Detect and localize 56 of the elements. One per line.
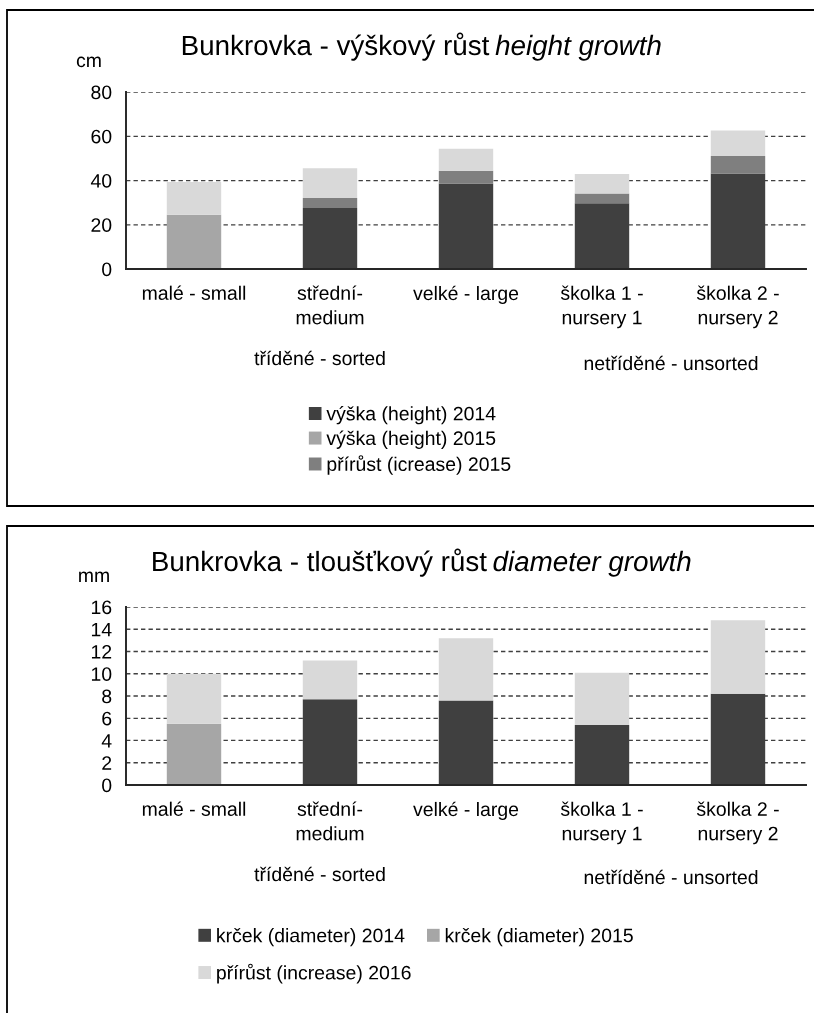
text: netříděné - unsorted xyxy=(584,355,758,371)
y-tick-label: 16 xyxy=(91,600,112,615)
bar xyxy=(710,130,766,156)
legend-label: výška (height) 2015 xyxy=(326,430,496,449)
y-tick-label: 10 xyxy=(91,667,112,681)
x-tick-label: velké - large xyxy=(413,801,519,821)
y-tick-label: 80 xyxy=(91,85,112,100)
legend-label: přírůst (icrease) 2015 xyxy=(327,455,511,475)
x-tick-label: střední- medium xyxy=(296,801,364,841)
chart-subtitle: diameter growth xyxy=(493,550,691,577)
bar xyxy=(574,672,630,725)
legend-label: krček (diameter) 2014 xyxy=(217,927,405,947)
y-tick-label: 20 xyxy=(91,218,112,232)
y-tick-label: 60 xyxy=(91,129,112,144)
y-tick-label: 40 xyxy=(90,173,112,188)
x-tick-label: malé - small xyxy=(142,285,246,300)
legend-label: přírůst (increase) 2016 xyxy=(217,963,411,984)
x-tick-label: malé - small xyxy=(142,801,246,816)
bar xyxy=(438,148,494,171)
y-tick-label: 4 xyxy=(101,734,112,748)
chart-subtitle: height growth xyxy=(495,34,661,61)
x-tick-label: školka 1 - nursery 1 xyxy=(560,801,643,845)
y-axis-title: cm xyxy=(76,56,101,68)
x-tick-label: školka 2 - nursery 2 xyxy=(696,801,779,845)
x-tick-label: střední- medium xyxy=(296,285,364,325)
bar xyxy=(302,660,358,700)
legend-label: krček (diameter) 2015 xyxy=(445,927,633,947)
x-tick-label: velké - large xyxy=(413,285,519,305)
text: netříděné - unsorted xyxy=(584,869,758,885)
bar xyxy=(438,638,494,701)
bar xyxy=(574,193,630,204)
text: tříděné - sorted xyxy=(254,350,385,366)
bar xyxy=(574,174,630,194)
bar xyxy=(166,673,222,724)
text: tříděné - sorted xyxy=(254,866,385,882)
y-tick-label: 8 xyxy=(102,689,112,704)
y-tick-label: 0 xyxy=(102,262,112,277)
y-tick-label: 0 xyxy=(102,778,112,793)
bar xyxy=(710,155,766,174)
legend-label: výška (height) 2014 xyxy=(326,406,496,425)
bar xyxy=(302,197,358,208)
y-axis-title: mm xyxy=(79,571,109,583)
bar xyxy=(166,723,222,785)
bar xyxy=(166,182,222,215)
chart-title: Bunkrovka - tloušťkový růst xyxy=(153,548,487,577)
y-tick-label: 14 xyxy=(91,622,112,637)
bar xyxy=(166,214,222,269)
x-tick-label: školka 1 - nursery 1 xyxy=(560,285,643,329)
y-tick-label: 2 xyxy=(102,756,112,770)
y-tick-label: 6 xyxy=(102,711,112,726)
bar xyxy=(438,170,494,184)
bar xyxy=(710,620,766,694)
chart-title: Bunkrovka - výškový růst xyxy=(182,32,490,61)
x-tick-label: školka 2 - nursery 2 xyxy=(696,285,779,329)
y-tick-label: 12 xyxy=(91,644,112,659)
bar xyxy=(302,168,358,198)
